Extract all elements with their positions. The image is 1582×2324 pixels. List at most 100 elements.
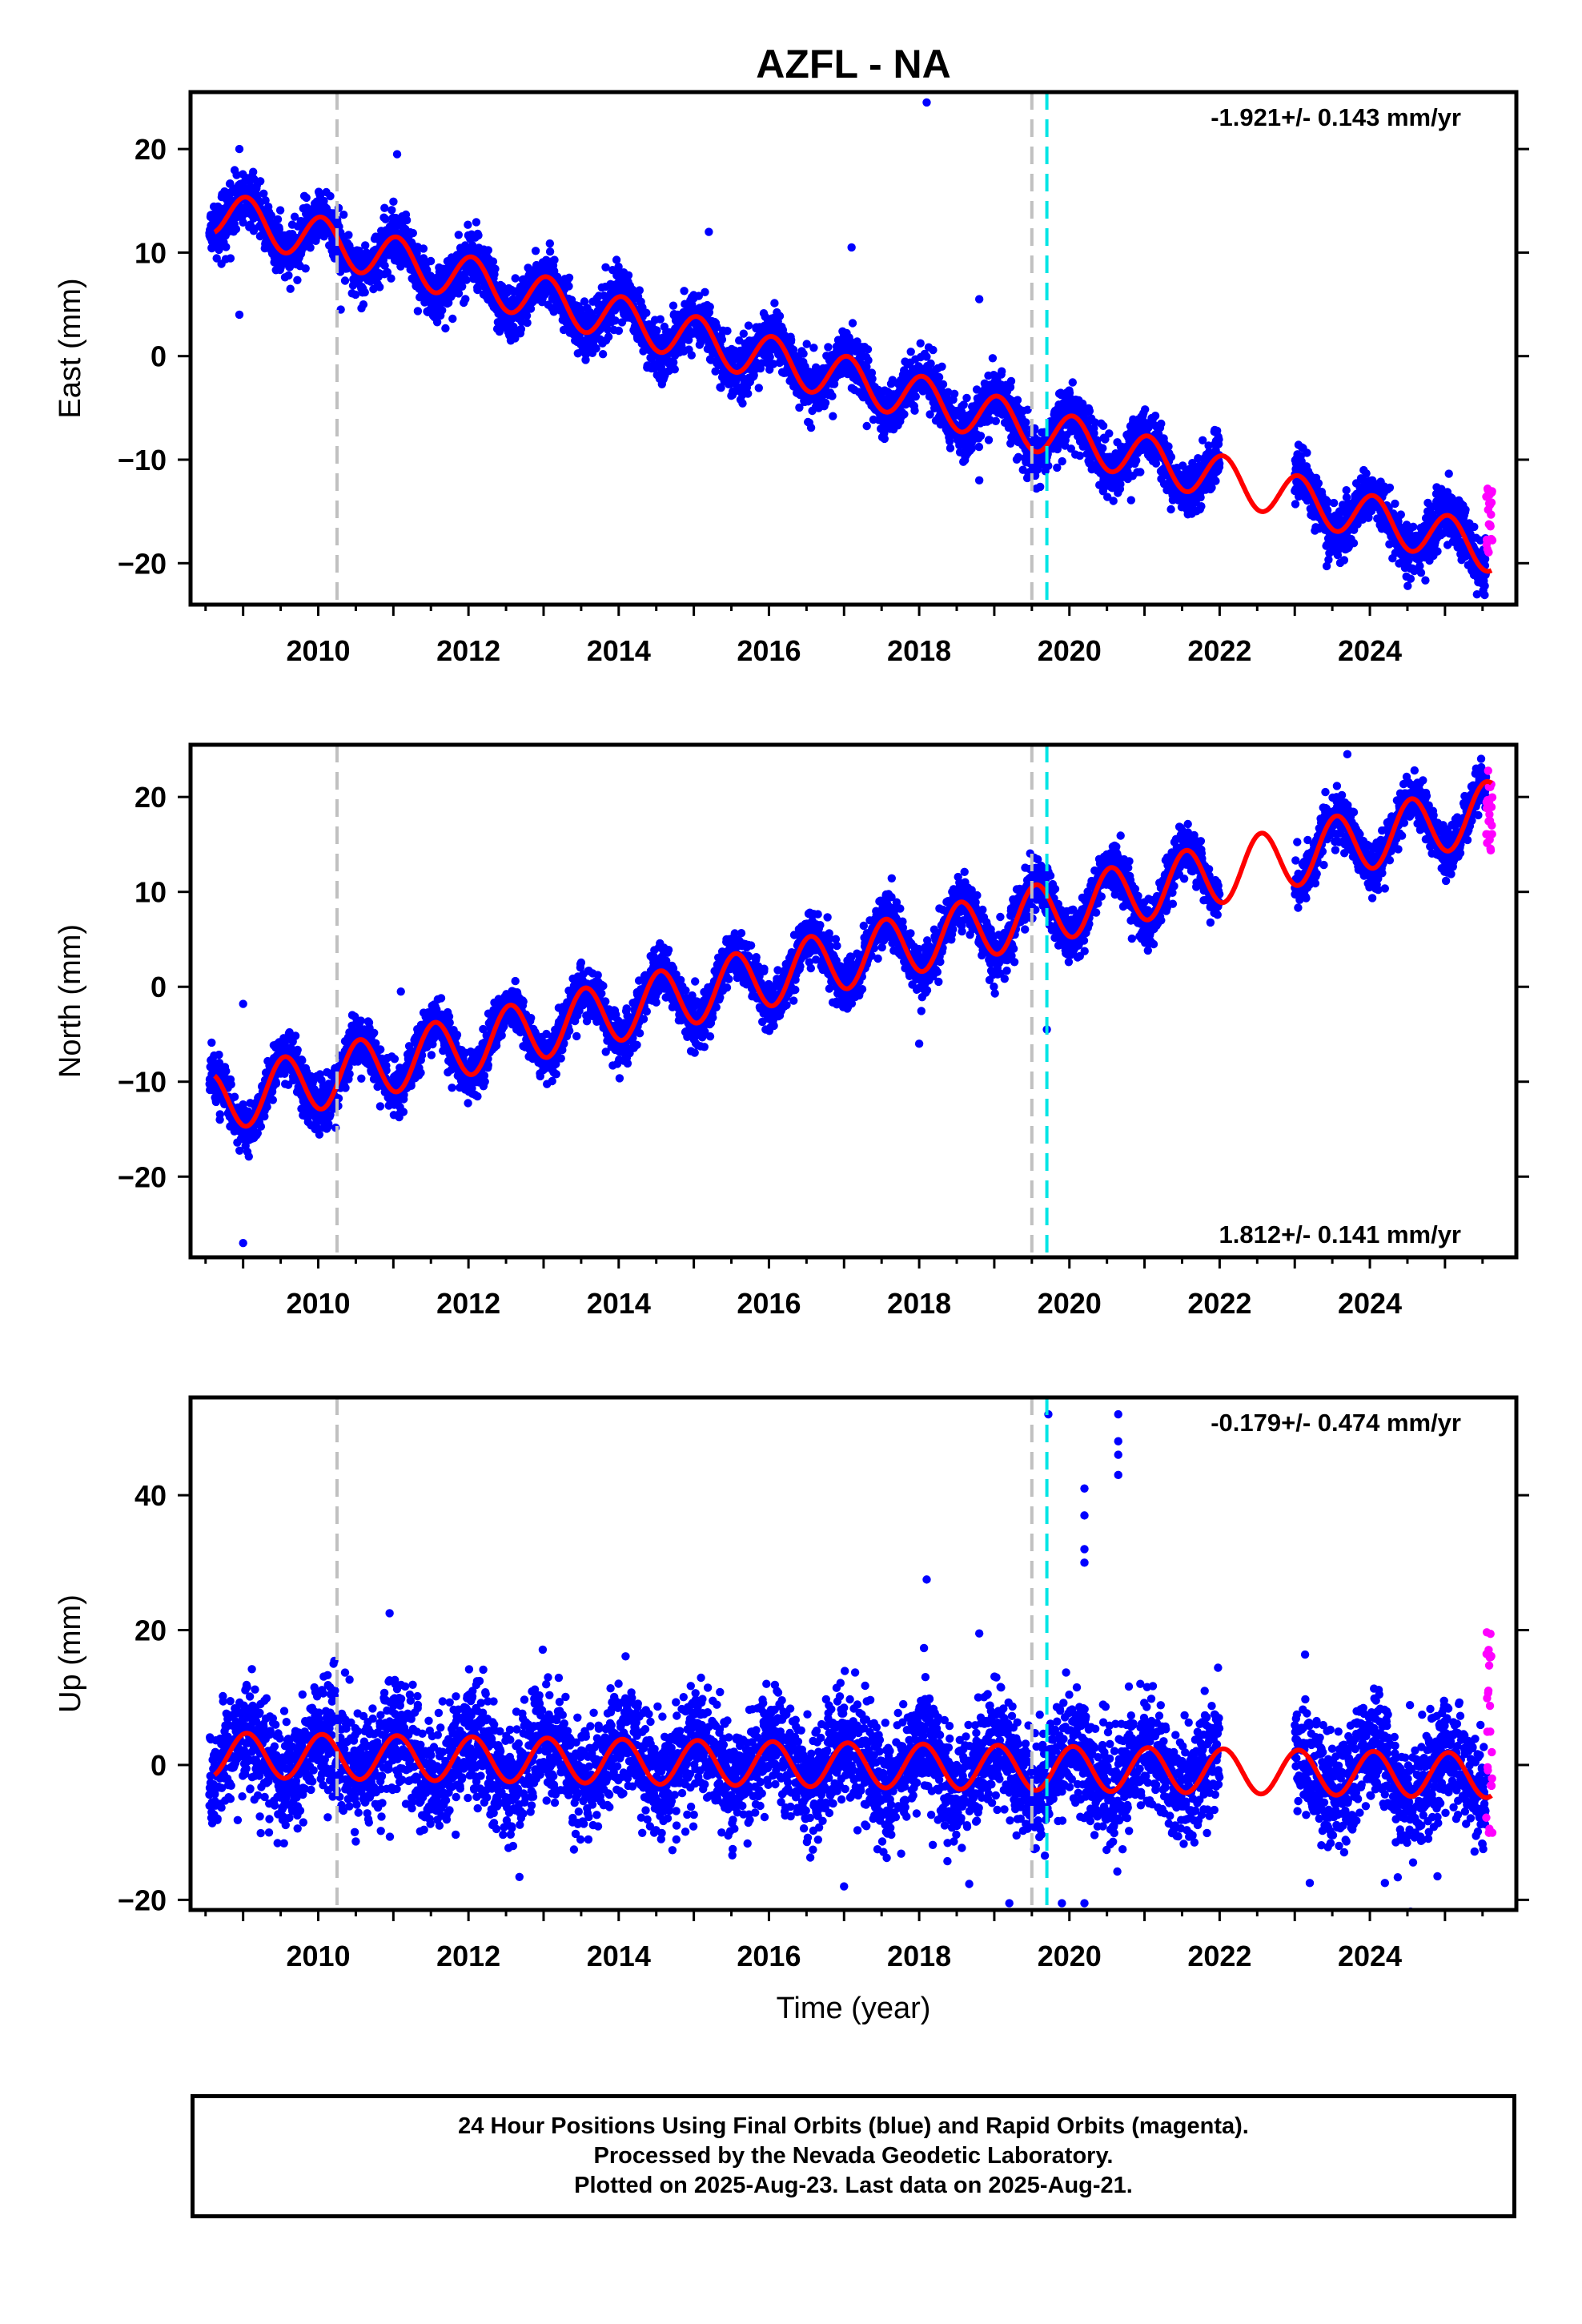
data-point	[1314, 479, 1323, 488]
data-point	[522, 312, 532, 320]
data-point	[523, 318, 532, 328]
data-point	[273, 215, 283, 224]
data-point	[694, 292, 703, 300]
data-point	[799, 349, 808, 358]
data-point	[1339, 556, 1349, 565]
data-point	[862, 421, 871, 431]
data-point	[669, 358, 678, 367]
data-point	[261, 196, 270, 205]
data-point	[739, 329, 748, 338]
data-point	[1085, 407, 1094, 416]
data-point	[249, 167, 258, 176]
data-point	[564, 273, 574, 282]
data-point	[991, 416, 1001, 425]
data-point	[744, 321, 753, 330]
data-point	[1406, 574, 1415, 583]
data-point	[723, 327, 732, 336]
data-point	[863, 345, 873, 354]
data-point	[1136, 468, 1145, 476]
data-point	[1068, 378, 1078, 387]
data-point	[910, 406, 919, 415]
data-point	[1098, 444, 1107, 452]
data-point	[713, 323, 721, 332]
data-point	[232, 171, 241, 179]
chart-title: AZFL - NA	[756, 42, 950, 86]
data-point	[1391, 499, 1399, 509]
data-point	[474, 231, 483, 240]
data-point	[302, 193, 311, 203]
final-orbit-points	[205, 166, 1491, 600]
data-point	[711, 367, 720, 376]
data-point	[848, 319, 857, 328]
data-point	[432, 318, 442, 327]
data-point	[441, 324, 450, 333]
data-point	[754, 384, 763, 392]
data-point	[656, 315, 665, 324]
data-point	[938, 380, 948, 389]
data-point	[226, 179, 235, 188]
data-point	[744, 389, 753, 398]
data-point	[1126, 496, 1136, 505]
data-point	[1166, 452, 1176, 461]
data-point	[293, 275, 302, 284]
data-point	[1349, 539, 1359, 548]
data-point	[821, 398, 830, 408]
data-point	[286, 284, 295, 293]
data-point	[1105, 429, 1114, 438]
data-point	[1362, 469, 1371, 478]
data-point	[624, 271, 633, 279]
data-point	[770, 299, 779, 308]
data-point	[408, 228, 417, 238]
data-point	[592, 344, 600, 353]
data-point	[231, 224, 241, 234]
data-point	[545, 247, 555, 256]
data-point	[1403, 581, 1412, 590]
data-point	[1075, 451, 1085, 460]
data-point	[976, 432, 986, 440]
data-point	[488, 257, 498, 266]
data-point	[423, 265, 432, 275]
data-point	[1444, 469, 1453, 478]
data-point	[1157, 419, 1166, 428]
data-point	[828, 392, 837, 400]
data-point	[413, 307, 423, 316]
data-point	[984, 436, 994, 444]
data-point	[1109, 497, 1118, 505]
data-point	[1385, 483, 1395, 493]
data-point	[614, 326, 624, 336]
data-point	[375, 283, 384, 292]
data-point	[603, 325, 612, 334]
data-point	[454, 289, 464, 298]
data-point	[461, 295, 470, 304]
data-point	[389, 197, 398, 206]
data-point	[526, 304, 536, 313]
data-point	[705, 303, 714, 312]
data-point	[934, 372, 944, 382]
data-point	[967, 444, 976, 453]
data-point	[787, 336, 796, 344]
data-point	[900, 410, 909, 419]
data-point	[1433, 547, 1442, 556]
data-point	[462, 275, 471, 284]
data-point	[769, 360, 778, 368]
data-point	[1150, 412, 1160, 420]
data-point	[614, 262, 623, 271]
data-point	[916, 339, 925, 348]
data-point	[484, 246, 492, 255]
data-point	[1396, 510, 1406, 519]
data-point	[511, 274, 520, 283]
data-point	[806, 423, 816, 432]
data-point	[829, 412, 837, 420]
data-point	[387, 206, 396, 215]
data-point	[642, 308, 651, 317]
data-point	[701, 287, 709, 296]
data-point	[550, 255, 559, 264]
data-point	[267, 211, 275, 220]
data-point	[383, 267, 392, 277]
data-point	[419, 254, 428, 263]
data-point	[396, 262, 405, 271]
data-point	[426, 256, 436, 266]
plot-area-east	[205, 98, 1497, 600]
data-point	[1303, 448, 1311, 457]
data-point	[387, 274, 396, 283]
